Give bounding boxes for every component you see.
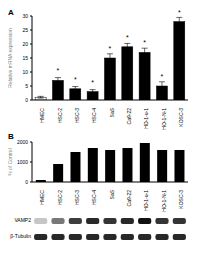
- svg-text:*: *: [126, 34, 129, 41]
- svg-text:KOSC-3: KOSC-3: [178, 190, 184, 209]
- svg-text:*: *: [57, 67, 60, 74]
- svg-text:SaS: SaS: [109, 107, 115, 117]
- svg-text:HSC-4: HSC-4: [91, 190, 97, 205]
- svg-text:10: 10: [22, 69, 28, 75]
- svg-text:20: 20: [22, 41, 28, 47]
- svg-text:HO-1-u-1: HO-1-u-1: [143, 190, 149, 211]
- svg-text:HSC-3: HSC-3: [74, 108, 80, 123]
- svg-text:*: *: [143, 39, 146, 46]
- svg-text:*: *: [91, 79, 94, 86]
- svg-text:2000: 2000: [17, 139, 28, 145]
- svg-text:% of Control: % of Control: [8, 148, 13, 176]
- html-text:A: A: [8, 8, 14, 17]
- svg-text:*: *: [161, 73, 164, 80]
- svg-text:HO-1-u-1: HO-1-u-1: [143, 108, 149, 129]
- svg-text:HO-1-N-1: HO-1-N-1: [161, 190, 167, 212]
- svg-text:Ca9-22: Ca9-22: [126, 190, 132, 207]
- svg-text:5: 5: [25, 83, 28, 89]
- svg-text:HSC-2: HSC-2: [57, 190, 63, 205]
- svg-text:25: 25: [22, 27, 28, 33]
- svg-text:Relative mRNA expression: Relative mRNA expression: [8, 28, 13, 88]
- svg-text:15: 15: [22, 55, 28, 61]
- svg-text:VAMP2: VAMP2: [14, 217, 31, 223]
- svg-text:0: 0: [25, 179, 28, 185]
- svg-text:HSC-4: HSC-4: [91, 108, 97, 123]
- svg-text:HMEC: HMEC: [39, 190, 45, 205]
- svg-text:0: 0: [25, 97, 28, 103]
- html-text:B: B: [8, 132, 14, 141]
- svg-text:*: *: [74, 76, 77, 83]
- svg-text:SaS: SaS: [109, 189, 115, 199]
- svg-text:HSC-2: HSC-2: [57, 108, 63, 123]
- svg-text:HO-1-N-1: HO-1-N-1: [161, 108, 167, 130]
- svg-text:HMEC: HMEC: [39, 108, 45, 123]
- svg-text:*: *: [178, 9, 181, 16]
- svg-text:HSC-3: HSC-3: [74, 190, 80, 205]
- svg-text:1000: 1000: [17, 159, 28, 165]
- svg-text:*: *: [109, 45, 112, 52]
- svg-text:β-Tubulin: β-Tubulin: [10, 233, 31, 239]
- svg-text:Ca9-22: Ca9-22: [126, 108, 132, 125]
- svg-text:30: 30: [22, 13, 28, 19]
- svg-text:KOSC-3: KOSC-3: [178, 108, 184, 127]
